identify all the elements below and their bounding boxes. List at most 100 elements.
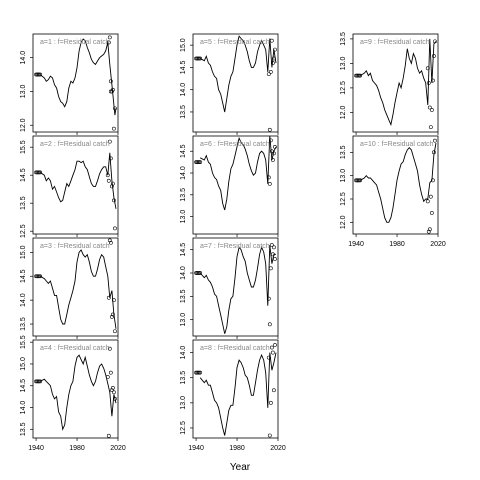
y-tick-label: 13.0 <box>340 56 347 70</box>
observation-point <box>267 433 272 438</box>
panel-data <box>34 346 117 438</box>
panel-1: 12.0 13.0 14.0 a=1 : f=Residual catch <box>20 33 119 135</box>
series-line <box>359 38 437 127</box>
observation-point <box>108 370 113 375</box>
observation-point <box>268 138 273 143</box>
observation-point <box>425 66 430 71</box>
observation-point <box>266 72 271 76</box>
series-line <box>39 38 117 116</box>
x-tick-label: 2020 <box>270 445 286 452</box>
observation-point <box>433 138 437 143</box>
panel-label: a=4 : f=Residual catch <box>40 345 110 352</box>
series-line <box>199 35 277 113</box>
observation-point <box>267 127 272 132</box>
panel-9: 12.0 12.5 13.0 13.5 a=9 : f=Residual catch <box>340 32 439 135</box>
observation-point <box>428 194 433 199</box>
y-tick-label: 12.5 <box>180 421 187 435</box>
observation-point <box>427 227 432 232</box>
y-tick-label: 14.0 <box>20 401 27 415</box>
observation-point <box>110 386 115 390</box>
observation-point <box>266 355 271 360</box>
panel-label: a=6 : f=Residual catch <box>200 141 270 148</box>
panel-label: a=3 : f=Residual catch <box>40 243 110 250</box>
x-tick-label: 1980 <box>389 241 405 248</box>
panel-grid: 12.0 13.0 14.0 a=1 : f=Residual catch 12.5 13… <box>20 32 446 452</box>
observation-point <box>358 178 363 183</box>
observation-point <box>105 375 110 379</box>
observation-point <box>112 390 116 395</box>
y-tick-label: 14.0 <box>20 51 27 65</box>
x-tick-label: 1980 <box>229 445 245 452</box>
observation-point <box>110 87 115 92</box>
observation-point <box>266 175 271 180</box>
panel-label: a=7 : f=Residual catch <box>200 243 270 250</box>
observation-point <box>113 106 117 111</box>
y-tick-label: 14.5 <box>180 60 187 74</box>
observation-point <box>432 54 436 58</box>
observation-point <box>426 229 431 234</box>
y-tick-label: 13.0 <box>180 313 187 327</box>
y-tick-label: 12.5 <box>20 224 27 238</box>
x-tick-label: 1940 <box>188 445 204 452</box>
x-tick-label: 2020 <box>110 445 126 452</box>
observation-point <box>267 322 272 327</box>
x-axis-title: Year <box>230 462 251 473</box>
observation-point <box>108 240 113 245</box>
observation-point <box>428 125 433 130</box>
panel-frame <box>32 33 119 133</box>
observation-point <box>266 296 271 301</box>
observation-point <box>38 170 43 175</box>
panel-data <box>34 35 117 131</box>
observation-point <box>198 370 203 375</box>
observation-point <box>269 38 274 43</box>
y-tick-label: 13.0 <box>340 169 347 183</box>
observation-point <box>38 72 43 77</box>
y-tick-label: 14.0 <box>180 266 187 280</box>
y-tick-label: 14.0 <box>180 166 187 180</box>
observation-point <box>110 181 115 186</box>
observation-point <box>113 396 117 401</box>
series-line <box>39 354 117 431</box>
observation-point <box>273 144 277 149</box>
y-tick-label: 12.5 <box>340 192 347 206</box>
observation-point <box>112 198 116 203</box>
observation-point <box>425 199 430 204</box>
y-tick-label: 12.0 <box>340 215 347 229</box>
observation-point <box>112 126 116 131</box>
y-tick-label: 15.5 <box>20 335 27 349</box>
panel-label: a=5 : f=Residual catch <box>200 39 270 46</box>
panel-7: 13.0 13.5 14.0 14.5 a=7 : f=Residual catch <box>180 237 279 339</box>
observation-point <box>426 81 431 85</box>
observation-point <box>358 73 363 78</box>
panel-4: 13.5 14.0 14.5 15.0 15.5 1940 1980 2020 a=4 : f=… <box>20 335 126 452</box>
observation-point <box>110 312 115 317</box>
y-tick-label: 15.0 <box>20 357 27 371</box>
panel-label: a=8 : f=Residual catch <box>200 345 270 352</box>
y-tick-label: 13.5 <box>180 371 187 385</box>
x-tick-label: 2020 <box>430 241 446 248</box>
y-tick-label: 14.0 <box>180 346 187 360</box>
observation-point <box>198 160 203 165</box>
panel-data <box>194 136 277 211</box>
panel-10: 12.0 12.5 13.0 13.5 1940 1980 2020 a=10 : f=Res… <box>340 135 446 248</box>
panel-frame <box>352 135 439 235</box>
observation-point <box>270 158 275 162</box>
observation-point <box>107 139 112 144</box>
panel-frame <box>32 339 119 439</box>
panel-data <box>354 138 437 234</box>
observation-point <box>106 40 111 45</box>
panel-frame <box>192 237 279 337</box>
y-tick-label: 15.5 <box>20 140 27 154</box>
series-line <box>199 136 277 211</box>
panel-label: a=2 : f=Residual catch <box>40 141 110 148</box>
observation-point <box>272 151 276 156</box>
panel-label: a=1 : f=Residual catch <box>40 39 110 46</box>
panel-frame <box>192 33 279 133</box>
observation-point <box>430 78 435 83</box>
observation-point <box>429 211 434 215</box>
observation-point <box>269 345 274 350</box>
series-line <box>39 249 117 329</box>
observation-point <box>273 47 277 52</box>
observation-point <box>269 243 274 247</box>
panel-label: a=9 : f=Residual catch <box>360 39 430 46</box>
